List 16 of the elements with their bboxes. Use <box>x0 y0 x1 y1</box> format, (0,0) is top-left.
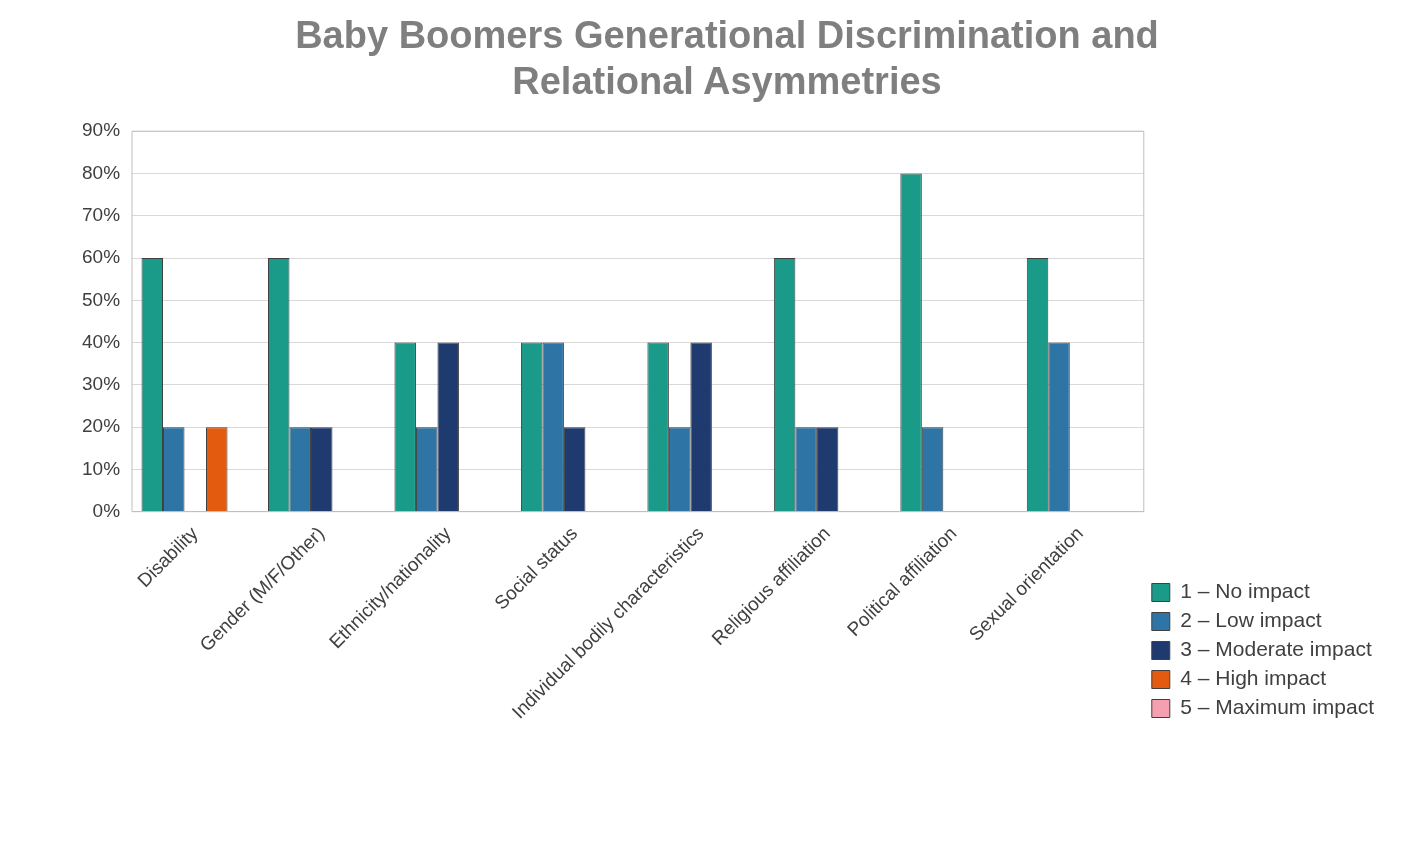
y-tick-label: 40% <box>82 330 121 352</box>
y-tick-label: 20% <box>82 415 121 437</box>
legend-label: 4 – High impact <box>1180 666 1327 690</box>
chart-title: Baby Boomers Generational Discrimination and Relational Asymmetries <box>295 14 1159 102</box>
legend-label: 3 – Moderate impact <box>1180 637 1372 661</box>
y-tick-label: 70% <box>82 203 121 225</box>
y-tick-label: 0% <box>92 499 121 521</box>
y-tick-label: 50% <box>82 288 121 310</box>
y-tick-label: 30% <box>82 373 121 395</box>
legend-label: 1 – No impact <box>1180 579 1311 603</box>
y-tick-label: 10% <box>82 457 121 479</box>
legend-label: 2 – Low impact <box>1180 608 1322 632</box>
y-tick-label: 80% <box>82 161 121 183</box>
legend-label: 5 – Maximum impact <box>1180 695 1375 719</box>
y-tick-label: 60% <box>82 246 121 268</box>
y-tick-label: 90% <box>82 119 121 141</box>
